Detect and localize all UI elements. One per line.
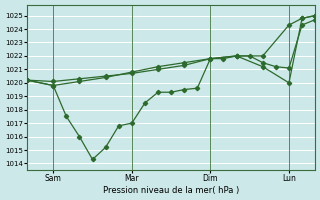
X-axis label: Pression niveau de la mer( hPa ): Pression niveau de la mer( hPa ) [103, 186, 239, 195]
